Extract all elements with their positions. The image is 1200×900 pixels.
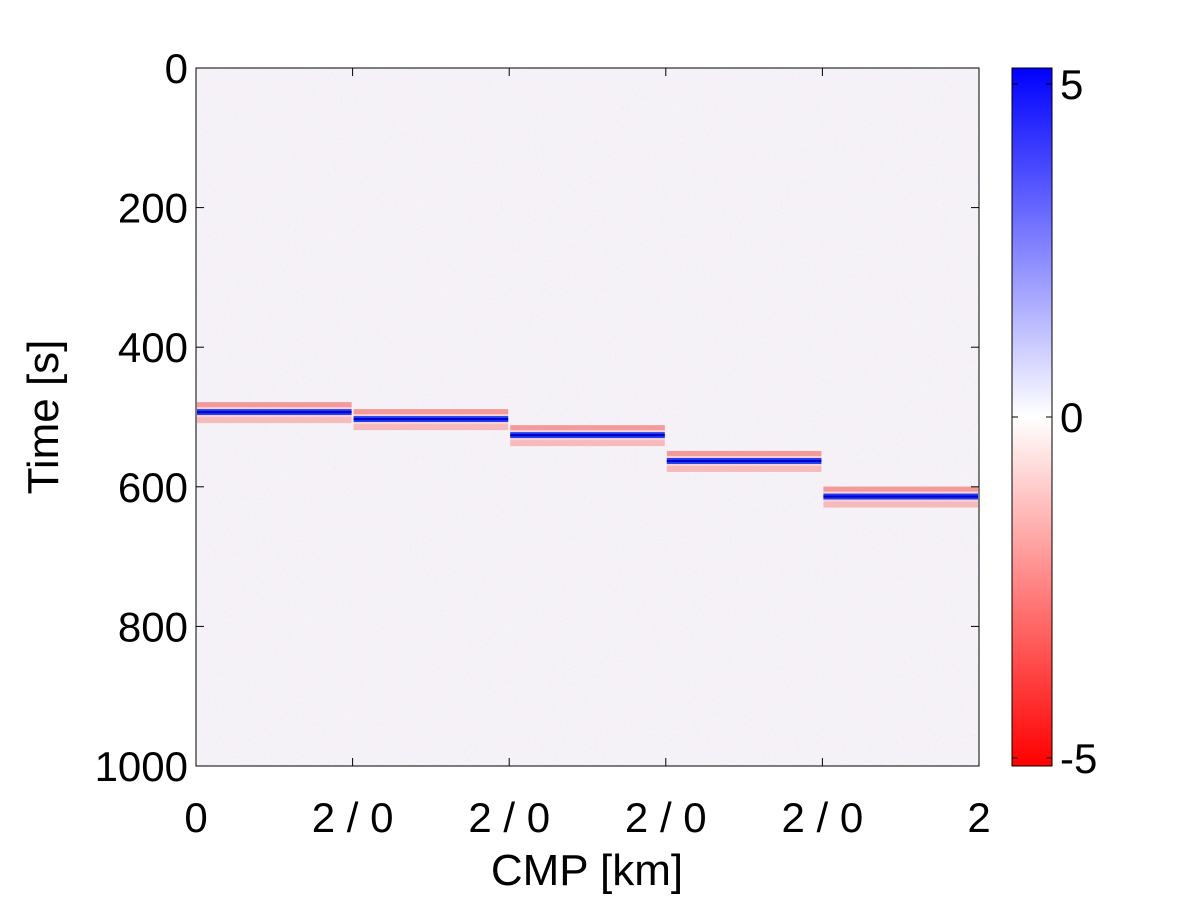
y-tick-label: 800 xyxy=(118,603,188,650)
reflection-event-1 xyxy=(197,402,352,424)
colorbar xyxy=(1011,67,1053,767)
colorbar-tick-label: -5 xyxy=(1060,735,1097,782)
x-tick-label: 2 / 0 xyxy=(782,794,864,841)
x-tick-label: 2 / 0 xyxy=(312,794,394,841)
colorbar-tick-label: 5 xyxy=(1060,61,1083,108)
colorbar-tick-label: 0 xyxy=(1060,394,1083,441)
x-tick-label: 2 / 0 xyxy=(468,794,550,841)
plot-frame xyxy=(195,67,980,767)
colorbar-ticks: 5 0 -5 xyxy=(1012,61,1097,782)
y-tick-label: 0 xyxy=(165,45,188,92)
reflection-event-2 xyxy=(353,409,509,431)
x-axis-label: CMP [km] xyxy=(491,846,683,895)
x-axis-ticks: 0 2 / 0 2 / 0 2 / 0 2 / 0 2 xyxy=(184,68,991,841)
y-tick-label: 400 xyxy=(118,324,188,371)
y-tick-label: 1000 xyxy=(95,743,188,790)
y-tick-label: 200 xyxy=(118,185,188,232)
x-tick-label: 2 / 0 xyxy=(625,794,707,841)
y-axis-label: Time [s] xyxy=(19,340,68,495)
reflection-event-4 xyxy=(666,450,822,472)
x-tick-label: 0 xyxy=(184,794,207,841)
x-tick-label: 2 xyxy=(967,794,990,841)
reflection-events xyxy=(197,402,978,508)
reflection-event-3 xyxy=(510,425,665,447)
y-tick-label: 600 xyxy=(118,464,188,511)
reflection-event-5 xyxy=(823,486,978,508)
y-axis-ticks: 0 200 400 600 800 1000 xyxy=(95,45,979,790)
